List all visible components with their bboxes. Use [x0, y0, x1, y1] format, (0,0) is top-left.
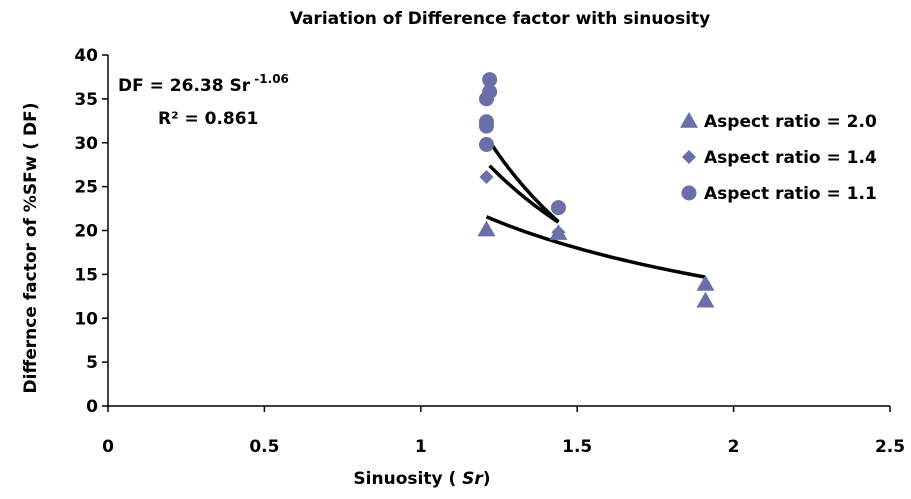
- circle-marker: [478, 137, 494, 153]
- x-tick-label: 1.5: [562, 437, 592, 457]
- x-tick-label: 0.5: [249, 437, 279, 457]
- legend-label: Aspect ratio = 1.4: [704, 148, 877, 168]
- data-points: [477, 72, 715, 308]
- x-tick-label: 2: [728, 437, 740, 457]
- circle-marker: [681, 185, 697, 201]
- trendline: [485, 215, 706, 279]
- x-tick-label: 1: [415, 437, 427, 457]
- legend-label: Aspect ratio = 1.1: [704, 184, 877, 204]
- x-ticks: 0 0.5 1 1.5 2 2.5: [102, 406, 905, 457]
- y-tick-label: 25: [74, 178, 98, 198]
- y-tick-label: 35: [74, 90, 98, 110]
- circle-marker: [550, 200, 566, 216]
- circle-marker: [478, 91, 494, 107]
- triangle-marker: [477, 220, 496, 237]
- x-tick-label: 0: [102, 437, 114, 457]
- diamond-marker: [479, 169, 494, 184]
- equation-box: DF = 26.38 Sr -1.06 R² = 0.861: [118, 72, 289, 129]
- trendline: [488, 140, 560, 224]
- axes: [107, 55, 890, 407]
- legend-label: Aspect ratio = 2.0: [704, 112, 877, 132]
- x-axis-label: Sinuosity ( Sr): [353, 469, 490, 489]
- y-tick-label: 15: [74, 265, 98, 285]
- equation-line-1: DF = 26.38 Sr -1.06: [118, 72, 289, 96]
- y-tick-label: 40: [74, 46, 98, 66]
- trendlines: [485, 140, 706, 279]
- diamond-marker: [682, 150, 696, 164]
- y-tick-label: 30: [74, 134, 98, 154]
- y-tick-label: 0: [86, 397, 98, 417]
- triangle-marker: [680, 112, 698, 128]
- triangle-marker: [696, 275, 715, 291]
- y-ticks: 0 5 10 15 20 25 30 35 40: [74, 46, 108, 417]
- chart-title: Variation of Difference factor with sinu…: [290, 9, 711, 29]
- y-tick-label: 5: [86, 353, 98, 373]
- circle-marker: [478, 118, 494, 134]
- equation-r-squared: R² = 0.861: [158, 109, 258, 129]
- y-tick-label: 20: [74, 222, 98, 242]
- x-tick-label: 2.5: [875, 437, 905, 457]
- diamond-marker: [551, 225, 566, 240]
- circle-marker: [482, 72, 498, 88]
- y-axis-label: Differnce factor of %SFw ( DF): [21, 103, 41, 394]
- legend: Aspect ratio = 2.0 Aspect ratio = 1.4 Aspe…: [680, 112, 877, 204]
- triangle-marker: [696, 291, 715, 308]
- y-tick-label: 10: [74, 309, 98, 329]
- trendline: [488, 164, 560, 224]
